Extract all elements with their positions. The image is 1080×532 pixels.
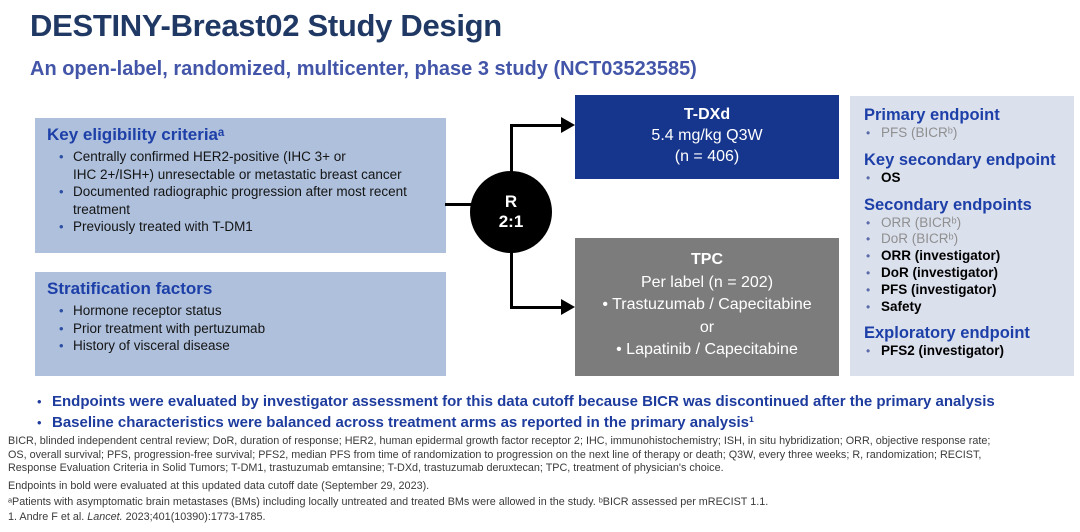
endpoint-item: ORR (BICRᵇ) [881,214,962,230]
bullet-icon: • [59,184,64,199]
connector-line [510,306,562,309]
primary-endpoint-heading: Primary endpoint [864,106,1000,124]
bullet-icon: • [866,344,871,359]
bold-endpoints-note: Endpoints in bold were evaluated at this… [8,480,430,493]
tdxd-arm-n: (n = 406) [674,148,740,165]
endpoint-item: ORR (investigator) [881,248,1001,264]
bullet-icon: • [59,320,64,336]
bullet-icon: • [866,170,871,185]
bullet-icon: • [59,219,64,234]
list-item: • Centrally confirmed HER2-positive (IHC… [35,148,446,183]
reference-citation: 1. Andre F et al. Lancet. 2023;401(10390… [8,510,1074,526]
eligibility-criteria-panel: Key eligibility criteriaᵃ • Centrally co… [35,118,446,253]
eligibility-bullet: Documented radiographic progression afte… [73,184,407,217]
list-item: • OS [864,170,1066,187]
reference-text: 2023;401(10390):1773-1785. [122,511,266,524]
endpoint-item: Safety [881,298,922,314]
stratification-bullet: History of visceral disease [73,338,230,353]
list-item: • Documented radiographic progression af… [35,183,446,218]
endpoint-item: PFS2 (investigator) [881,343,1005,359]
bullet-icon: • [866,215,871,230]
secondary-endpoints-heading: Secondary endpoints [864,195,1032,214]
bullet-icon: • [37,394,42,409]
list-item: • ORR (investigator) [864,248,1066,265]
bullet-icon: • [866,265,871,280]
list-item: • PFS (investigator) [864,282,1066,299]
eligibility-bullet: Previously treated with T-DM1 [73,219,253,234]
list-item: • PFS (BICRᵇ) [864,125,1066,142]
bullet-icon: • [37,414,42,430]
bullet-icon: • [59,303,64,318]
tpc-arm-option: • Trastuzumab / Capecitabine [602,296,812,313]
stratification-bullet: Hormone receptor status [73,303,222,318]
exploratory-endpoint-heading: Exploratory endpoint [864,324,1030,343]
connector-line [510,124,562,127]
eligibility-bullet: Centrally confirmed HER2-positive (IHC 3… [73,149,402,182]
connector-line [510,251,513,308]
footnotes: BICR, blinded independent central review… [8,435,1074,526]
bullet-icon: • [59,338,64,353]
key-secondary-endpoint-heading: Key secondary endpoint [864,150,1056,169]
reference-journal: Lancet. [87,511,123,524]
list-item: • ORR (BICRᵇ) [864,215,1066,232]
list-item: • History of visceral disease [35,337,446,355]
key-message: Baseline characteristics were balanced a… [52,413,754,431]
list-item: • Baseline characteristics were balanced… [37,413,1071,434]
list-item: • Endpoints were evaluated by investigat… [37,392,1071,413]
tdxd-arm-title: T-DXd [683,106,731,123]
page-subtitle: An open-label, randomized, multicenter, … [30,58,697,80]
endpoint-item: DoR (BICRᵇ) [881,231,959,247]
endpoint-item: PFS (BICRᵇ) [881,125,958,140]
bullet-icon: • [866,282,871,297]
tpc-arm-or: or [699,318,715,336]
abbreviations-line: OS, overall survival; PFS, progression-f… [8,448,982,461]
reference-text: 1. Andre F et al. [8,511,88,524]
bullet-icon: • [866,126,871,140]
list-item: • PFS2 (investigator) [864,343,1066,360]
list-item: • DoR (investigator) [864,265,1066,282]
bullet-icon: • [866,232,871,247]
arrow-right-icon [561,299,575,315]
tpc-arm-title: TPC [691,251,723,268]
bullet-icon: • [866,249,871,264]
connector-line [510,124,513,175]
list-item: • Hormone receptor status [35,302,446,320]
tpc-arm-box: TPC Per label (n = 202) • Trastuzumab / … [575,238,839,376]
endpoints-panel: Primary endpoint • PFS (BICRᵇ) Key secon… [850,96,1074,376]
endpoint-item: OS [881,169,901,185]
stratification-bullet: Prior treatment with pertuzumab [73,320,266,336]
randomization-circle: R 2:1 [470,171,552,253]
key-messages: • Endpoints were evaluated by investigat… [37,392,1071,433]
arrow-right-icon [561,117,575,133]
abbreviations-line: Response Evaluation Criteria in Solid Tu… [8,462,724,475]
list-item: • Prior treatment with pertuzumab [35,320,446,338]
randomization-ratio: 2:1 [498,212,524,231]
tdxd-arm-box: T-DXd 5.4 mg/kg Q3W (n = 406) [575,95,839,179]
abbreviations-line: BICR, blinded independent central review… [8,435,991,447]
list-item: • Safety [864,299,1066,316]
tdxd-arm-dose: 5.4 mg/kg Q3W [651,127,763,144]
connector-line [445,203,472,206]
stratification-factors-panel: Stratification factors • Hormone recepto… [35,272,446,376]
randomization-letter: R [504,192,518,211]
eligibility-heading: Key eligibility criteriaᵃ [47,125,225,144]
endpoint-item: PFS (investigator) [881,281,997,297]
stratification-heading: Stratification factors [47,279,213,298]
list-item: • DoR (BICRᵇ) [864,231,1066,248]
list-item: • Previously treated with T-DM1 [35,218,446,236]
key-message: Endpoints were evaluated by investigator… [52,393,995,410]
study-footnote: ᵃPatients with asymptomatic brain metast… [8,495,769,508]
bullet-icon: • [59,149,64,164]
tpc-arm-subtitle: Per label (n = 202) [640,273,774,291]
bullet-icon: • [866,299,871,314]
endpoint-item: DoR (investigator) [881,264,999,280]
page-title: DESTINY-Breast02 Study Design [30,8,502,43]
tpc-arm-option: • Lapatinib / Capecitabine [616,341,798,358]
